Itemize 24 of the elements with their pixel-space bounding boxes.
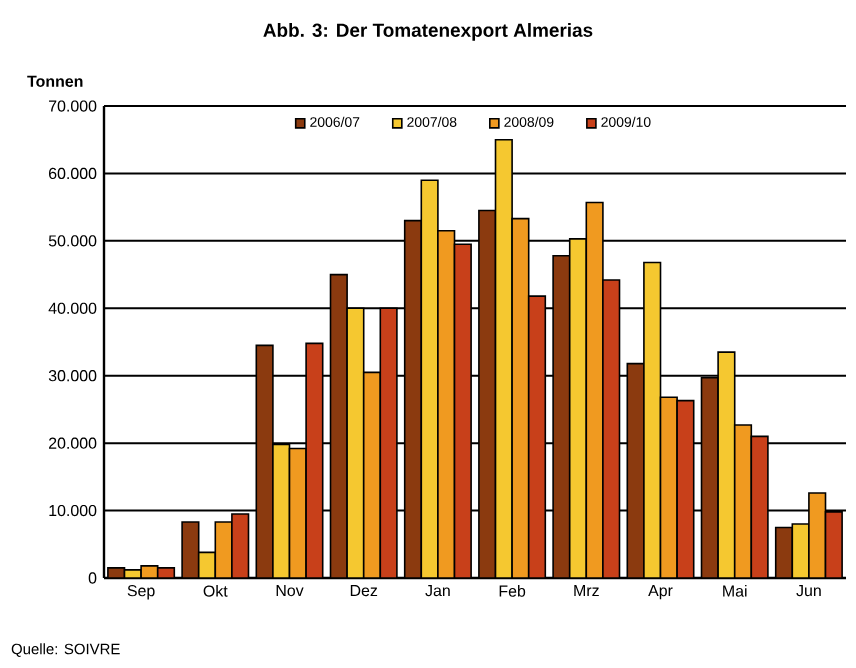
bar (346, 307, 365, 578)
bar (511, 217, 530, 578)
bar (379, 307, 398, 578)
chart-title: Abb. 3: Der Tomatenexport Almerias (263, 23, 593, 41)
bar (453, 243, 472, 578)
bar (329, 273, 348, 578)
bar (437, 229, 456, 578)
bar (585, 201, 604, 578)
bar (717, 351, 736, 578)
bar (255, 344, 274, 578)
bar (626, 362, 645, 578)
bar (403, 219, 423, 578)
bar (527, 295, 547, 578)
bar (552, 254, 571, 578)
bar (305, 342, 324, 578)
bar (643, 261, 662, 578)
bar (659, 396, 678, 578)
bar (478, 209, 497, 578)
bar (494, 138, 513, 578)
bar (362, 371, 382, 578)
bar (568, 238, 588, 578)
bar (602, 279, 621, 578)
bar (676, 399, 695, 578)
bar (420, 179, 439, 578)
